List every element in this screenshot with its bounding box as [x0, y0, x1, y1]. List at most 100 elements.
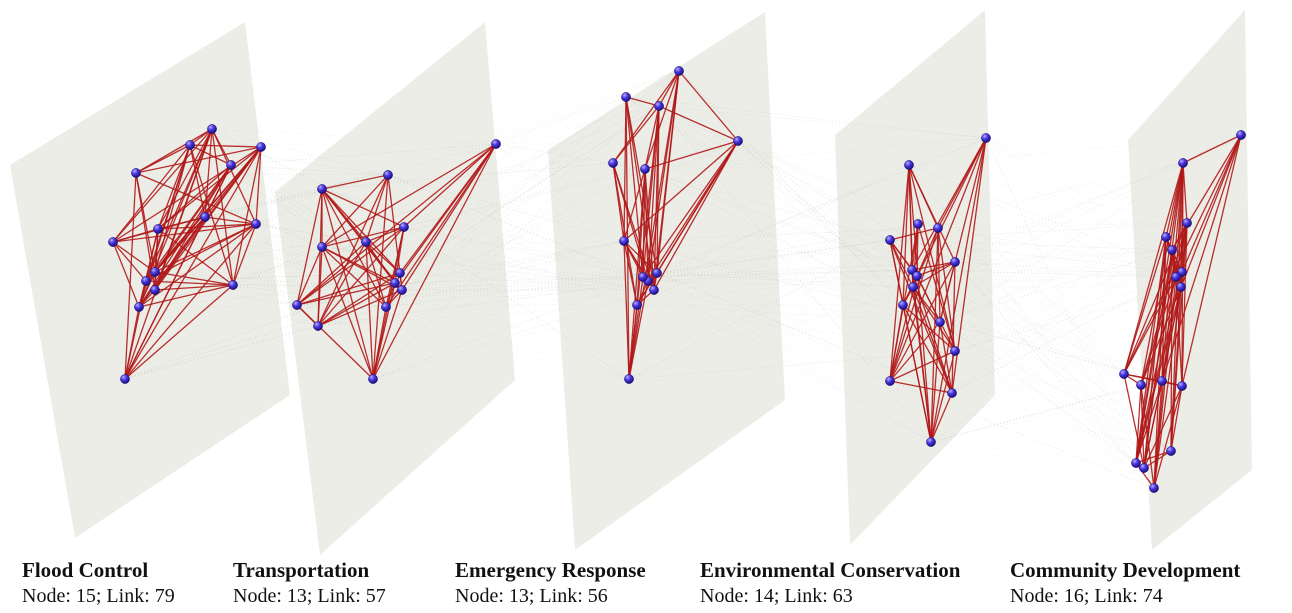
inter-layer-link	[385, 168, 646, 308]
inter-layer-link	[656, 137, 987, 274]
inter-layer-link	[737, 140, 904, 306]
intra-layer-link	[889, 239, 913, 271]
intra-layer-link	[889, 239, 914, 288]
intra-layer-link	[296, 188, 323, 306]
inter-layer-link	[954, 261, 1172, 452]
inter-layer-link	[296, 276, 644, 306]
inter-layer-link	[230, 143, 497, 166]
intra-layer-link	[154, 164, 232, 291]
intra-layer-link	[1181, 134, 1242, 273]
inter-layer-link	[189, 144, 387, 308]
intra-layer-link	[124, 172, 137, 380]
intra-layer-link	[112, 128, 213, 243]
intra-layer-link	[296, 226, 405, 306]
inter-layer-link	[937, 227, 1183, 387]
inter-layer-link	[658, 105, 932, 443]
intra-layer-link	[157, 223, 257, 230]
inter-layer-link	[204, 143, 497, 218]
inter-layer-link	[937, 227, 1137, 464]
network-node	[1157, 376, 1167, 386]
intra-layer-link	[653, 140, 739, 291]
intra-layer-link	[321, 174, 389, 190]
network-node	[908, 282, 918, 292]
network-node	[200, 212, 210, 222]
inter-layer-link	[625, 96, 987, 139]
layer-title: Community Development	[1010, 558, 1241, 582]
intra-layer-link	[385, 143, 497, 308]
inter-layer-link	[939, 321, 1183, 387]
intra-layer-link	[902, 304, 956, 352]
inter-layer-link	[154, 271, 403, 291]
intra-layer-link	[1135, 462, 1155, 489]
inter-layer-link	[321, 246, 655, 291]
inter-layer-link	[678, 70, 918, 277]
inter-layer-link	[232, 246, 323, 286]
inter-layer-link	[189, 143, 497, 146]
inter-layer-link	[230, 164, 403, 291]
inter-layer-link	[385, 272, 658, 308]
layer-plane-2	[275, 22, 515, 555]
inter-layer-link	[642, 261, 956, 278]
inter-layer-link	[642, 261, 956, 278]
inter-layer-link	[930, 286, 1182, 443]
inter-layer-link	[401, 240, 625, 291]
inter-layer-link	[939, 162, 1184, 323]
inter-layer-link	[157, 228, 403, 291]
intra-layer-link	[911, 269, 932, 443]
intra-layer-link	[321, 246, 396, 284]
inter-layer-link	[939, 134, 1242, 323]
inter-layer-link	[625, 96, 956, 263]
inter-layer-link	[321, 70, 680, 190]
inter-layer-link	[403, 226, 658, 274]
inter-layer-link	[930, 384, 1142, 443]
inter-layer-link	[642, 137, 987, 278]
intra-layer-link	[135, 172, 257, 225]
inter-layer-link	[211, 128, 396, 284]
intra-layer-link	[385, 226, 405, 308]
inter-layer-link	[232, 272, 401, 286]
inter-layer-link	[930, 380, 1163, 443]
intra-layer-link	[612, 162, 638, 306]
inter-layer-link	[154, 271, 403, 291]
network-node	[674, 66, 684, 76]
inter-layer-link	[908, 164, 1125, 375]
inter-layer-link	[939, 321, 1137, 464]
intra-layer-link	[628, 70, 680, 380]
inter-layer-link	[230, 143, 497, 166]
network-node	[108, 237, 118, 247]
network-node	[950, 257, 960, 267]
network-node	[381, 302, 391, 312]
inter-layer-link	[623, 240, 891, 382]
inter-layer-link	[317, 70, 680, 327]
network-node	[926, 437, 936, 447]
inter-layer-link	[401, 168, 646, 291]
layer-stats: Node: 16; Link: 74	[1010, 585, 1163, 607]
inter-layer-link	[912, 286, 1142, 386]
intra-layer-link	[644, 105, 660, 170]
inter-layer-link	[628, 286, 914, 380]
inter-layer-link	[399, 272, 649, 282]
inter-layer-link	[625, 96, 987, 139]
network-node	[733, 136, 743, 146]
intra-layer-link	[1123, 162, 1184, 375]
inter-layer-link	[916, 275, 1177, 278]
layer-stats: Node: 13; Link: 56	[455, 585, 608, 607]
inter-layer-link	[255, 223, 319, 327]
inter-layer-link	[647, 164, 910, 282]
inter-layer-link	[737, 140, 953, 394]
network-node	[1166, 446, 1176, 456]
intra-layer-link	[321, 188, 387, 308]
inter-layer-link	[912, 271, 1183, 288]
network-node	[649, 285, 659, 295]
inter-layer-link	[954, 249, 1173, 263]
inter-layer-link	[232, 226, 405, 286]
inter-layer-link	[912, 286, 1183, 387]
intra-layer-link	[937, 227, 941, 323]
inter-layer-link	[656, 272, 953, 394]
intra-layer-link	[1143, 450, 1172, 469]
intra-layer-link	[889, 304, 904, 382]
inter-layer-link	[954, 350, 1155, 489]
inter-layer-link	[636, 304, 953, 394]
intra-layer-link	[204, 216, 257, 225]
inter-layer-link	[916, 236, 1167, 277]
